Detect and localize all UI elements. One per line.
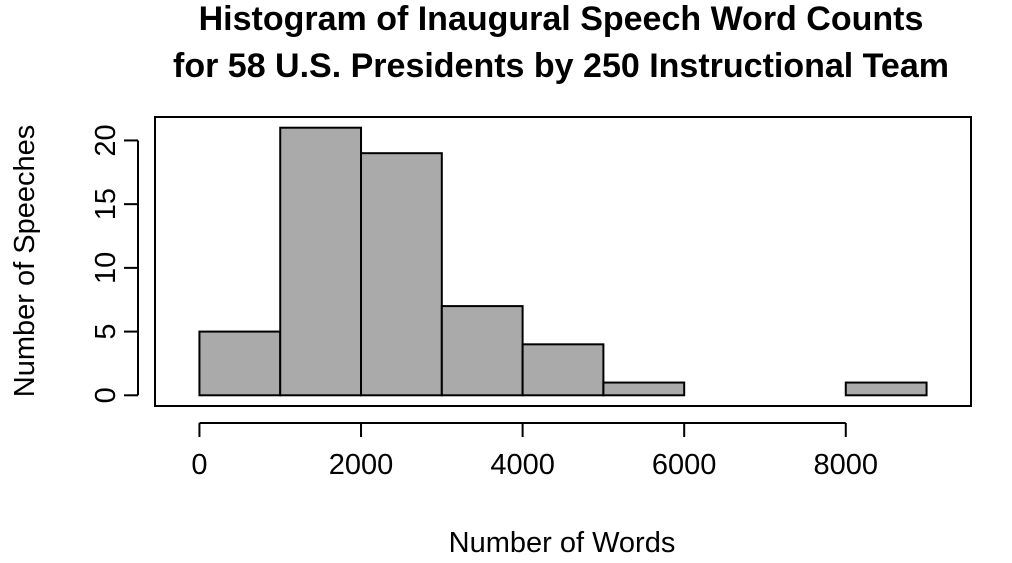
bars-layer — [198, 126, 928, 397]
histogram-bar-1000-2000 — [279, 126, 363, 397]
y-tick-label-15: 15 — [90, 188, 122, 220]
y-tick-label-10: 10 — [90, 252, 122, 284]
histogram-bar-0-1000 — [198, 330, 282, 397]
x-tick-label-4000: 4000 — [490, 449, 555, 481]
x-tick-label-0: 0 — [191, 449, 207, 481]
y-tick-label-5: 5 — [90, 324, 122, 340]
histogram-bar-8000-9000 — [844, 381, 928, 397]
x-axis-label: Number of Words — [449, 527, 676, 559]
histogram-bar-3000-4000 — [440, 305, 524, 397]
x-tick-label-6000: 6000 — [652, 449, 717, 481]
chart-title-line-1: Histogram of Inaugural Speech Word Count… — [199, 0, 924, 38]
histogram-bar-5000-6000 — [602, 381, 686, 397]
plot-border — [154, 116, 972, 407]
x-tick-label-8000: 8000 — [814, 449, 879, 481]
axes-layer: 0 2000 4000 6000 8000 0 5 10 15 20 — [90, 124, 878, 481]
histogram-bar-2000-3000 — [360, 152, 443, 397]
histogram-bar-4000-5000 — [521, 343, 605, 397]
chart-title-line-2: for 58 U.S. Presidents by 250 Instructio… — [173, 47, 949, 85]
x-tick-label-2000: 2000 — [329, 449, 394, 481]
y-tick-label-0: 0 — [90, 387, 122, 403]
y-axis-label: Number of Speeches — [9, 125, 41, 397]
y-tick-label-20: 20 — [90, 124, 122, 156]
